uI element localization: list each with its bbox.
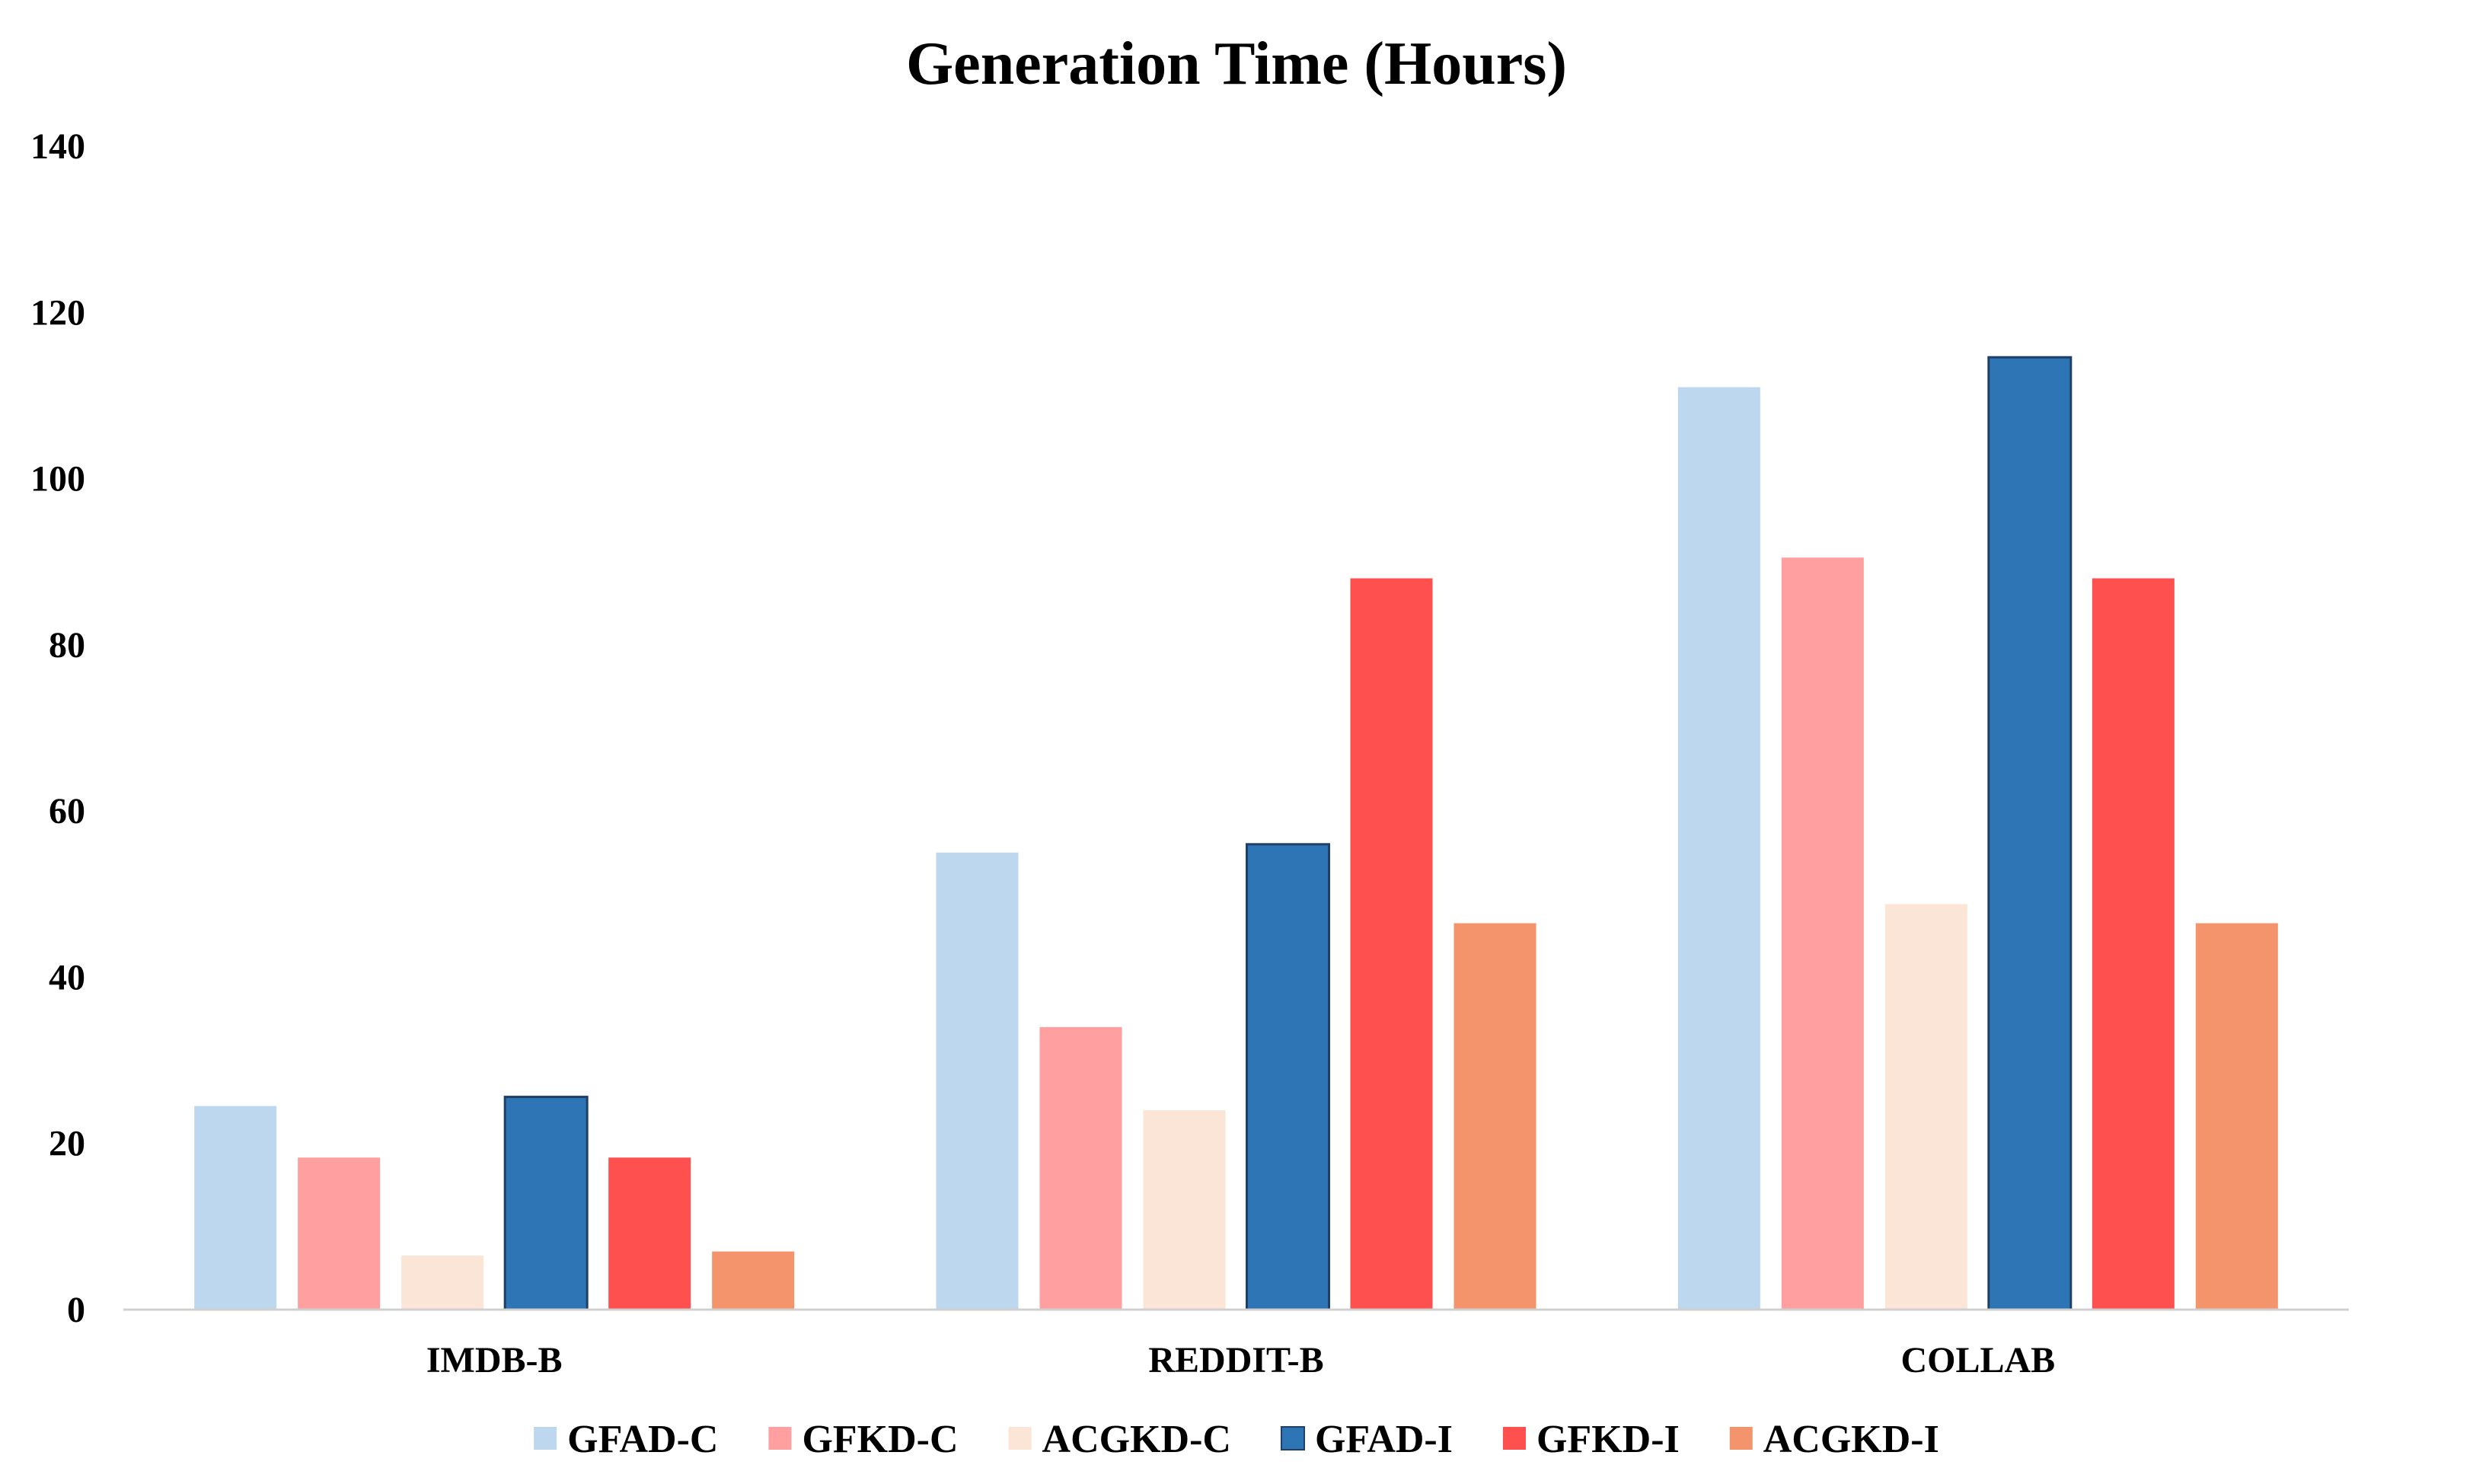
y-tick-label: 40 — [49, 957, 85, 997]
y-tick-label: 120 — [30, 292, 85, 333]
bar-collab-gfad-i — [1987, 356, 2073, 1311]
y-tick-label: 80 — [49, 625, 85, 665]
x-axis: IMDB-B REDDIT-B COLLAB — [426, 1340, 2055, 1380]
bar-collab-gfkd-c — [1781, 557, 1864, 1310]
legend-swatch — [1729, 1427, 1753, 1450]
bar-reddit-b-acgkd-i — [1453, 923, 1536, 1310]
y-tick-label: 140 — [30, 126, 85, 167]
y-tick-label: 0 — [67, 1290, 85, 1330]
y-axis: 0 20 40 60 80 100 120 140 — [30, 126, 85, 1330]
bar-reddit-b-gfad-i — [1246, 843, 1330, 1311]
bar-imdb-b-gfkd-i — [608, 1157, 691, 1310]
legend-swatch — [768, 1427, 792, 1450]
bar-collab-acgkd-i — [2195, 923, 2278, 1310]
chart-title: Generation Time (Hours) — [906, 30, 1567, 97]
bar-imdb-b-gfad-i — [503, 1096, 589, 1311]
legend: GFAD-C GFKD-C ACGKD-C GFAD-I GFKD-I ACGKD-I — [534, 1418, 1939, 1461]
legend-swatch — [1502, 1427, 1526, 1450]
legend-label: ACGKD-C — [1042, 1418, 1231, 1461]
legend-label: GFKD-C — [802, 1418, 958, 1461]
y-tick-label: 20 — [49, 1124, 85, 1164]
bars-group — [194, 356, 2278, 1311]
legend-swatch — [1008, 1427, 1032, 1450]
x-tick-label: REDDIT-B — [1148, 1340, 1323, 1380]
bar-imdb-b-gfkd-c — [298, 1157, 381, 1310]
bar-reddit-b-gfkd-c — [1039, 1026, 1122, 1310]
legend-swatch — [1280, 1426, 1305, 1450]
bar-collab-gfad-c — [1677, 387, 1760, 1310]
legend-label: GFKD-I — [1536, 1418, 1680, 1461]
bar-imdb-b-acgkd-i — [712, 1251, 795, 1310]
bar-reddit-b-gfkd-i — [1350, 578, 1433, 1310]
legend-label: ACGKD-I — [1763, 1418, 1939, 1461]
legend-swatch — [534, 1427, 557, 1450]
y-tick-label: 60 — [49, 791, 85, 831]
bar-reddit-b-gfad-c — [936, 852, 1019, 1310]
x-tick-label: COLLAB — [1900, 1340, 2055, 1380]
bar-imdb-b-gfad-c — [194, 1106, 277, 1310]
legend-label: GFAD-C — [567, 1418, 718, 1461]
bar-reddit-b-acgkd-c — [1143, 1110, 1226, 1310]
bar-collab-acgkd-c — [1884, 904, 1967, 1310]
legend-label: GFAD-I — [1315, 1418, 1453, 1461]
bar-imdb-b-acgkd-c — [401, 1256, 484, 1310]
bar-collab-gfkd-i — [2092, 578, 2175, 1310]
y-tick-label: 100 — [30, 459, 85, 499]
x-tick-label: IMDB-B — [426, 1340, 563, 1380]
